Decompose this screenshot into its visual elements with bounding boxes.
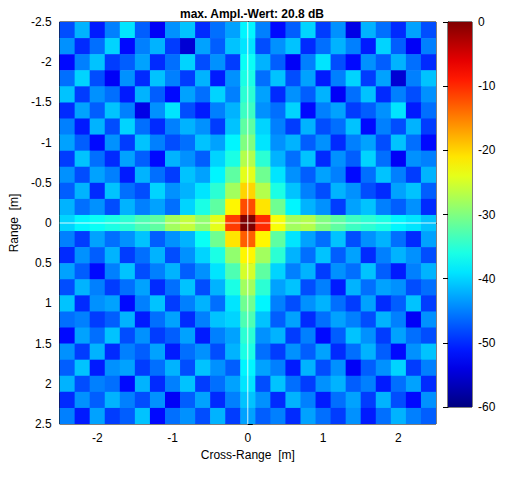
svg-text:-40: -40 bbox=[478, 272, 496, 286]
svg-text:-1: -1 bbox=[41, 136, 52, 150]
svg-text:-0.5: -0.5 bbox=[31, 176, 52, 190]
svg-text:-30: -30 bbox=[478, 208, 496, 222]
svg-text:-1: -1 bbox=[167, 431, 178, 445]
svg-text:2: 2 bbox=[45, 377, 52, 391]
svg-text:0.5: 0.5 bbox=[35, 256, 52, 270]
svg-text:-10: -10 bbox=[478, 79, 496, 93]
svg-text:2: 2 bbox=[395, 431, 402, 445]
svg-text:1: 1 bbox=[45, 296, 52, 310]
svg-text:-50: -50 bbox=[478, 336, 496, 350]
svg-text:Range [m]: Range [m] bbox=[7, 194, 21, 253]
svg-text:0: 0 bbox=[244, 431, 251, 445]
svg-text:1: 1 bbox=[320, 431, 327, 445]
svg-text:Cross-Range [m]: Cross-Range [m] bbox=[201, 448, 295, 462]
svg-text:-60: -60 bbox=[478, 400, 496, 414]
svg-text:max. Ampl.-Wert: 20.8 dB: max. Ampl.-Wert: 20.8 dB bbox=[180, 7, 324, 21]
svg-text:0: 0 bbox=[478, 15, 485, 29]
svg-text:-2: -2 bbox=[41, 55, 52, 69]
svg-text:1.5: 1.5 bbox=[35, 337, 52, 351]
svg-text:-2.5: -2.5 bbox=[31, 15, 52, 29]
svg-text:2.5: 2.5 bbox=[35, 417, 52, 431]
svg-text:-1.5: -1.5 bbox=[31, 95, 52, 109]
svg-text:-20: -20 bbox=[478, 143, 496, 157]
svg-text:0: 0 bbox=[45, 216, 52, 230]
svg-text:-2: -2 bbox=[92, 431, 103, 445]
